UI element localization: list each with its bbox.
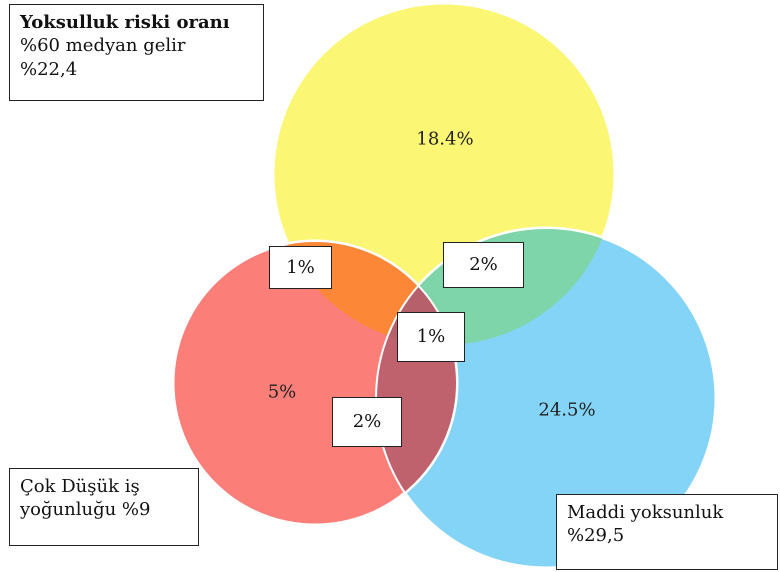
label-poverty-material: 2% — [443, 242, 524, 288]
overlap-poverty-work — [273, 241, 457, 345]
legend-material-line1: Maddi yoksunluk — [567, 502, 724, 523]
legend-poverty-risk: Yoksulluk riski oranı %60 medyan gelir %… — [9, 4, 264, 101]
legend-material-deprivation: Maddi yoksunluk %29,5 — [556, 494, 778, 570]
legend-material-line2: %29,5 — [567, 525, 625, 547]
legend-poverty-line1: %60 medyan gelir — [20, 35, 186, 57]
legend-work-intensity: Çok Düşük iş yoğunluğu %9 — [9, 468, 199, 546]
label-material-only: 24.5% — [538, 399, 596, 421]
label-poverty-work: 1% — [269, 246, 332, 289]
legend-poverty-title: Yoksulluk riski oranı — [20, 12, 230, 33]
label-work-only: 5% — [267, 381, 297, 403]
label-all-three: 1% — [397, 312, 465, 362]
label-poverty-only: 18.4% — [416, 128, 474, 150]
legend-work-line1: Çok Düşük iş — [20, 476, 140, 497]
legend-work-line2: yoğunluğu %9 — [20, 499, 151, 521]
label-work-material: 2% — [332, 397, 402, 447]
legend-poverty-line2: %22,4 — [20, 58, 78, 80]
